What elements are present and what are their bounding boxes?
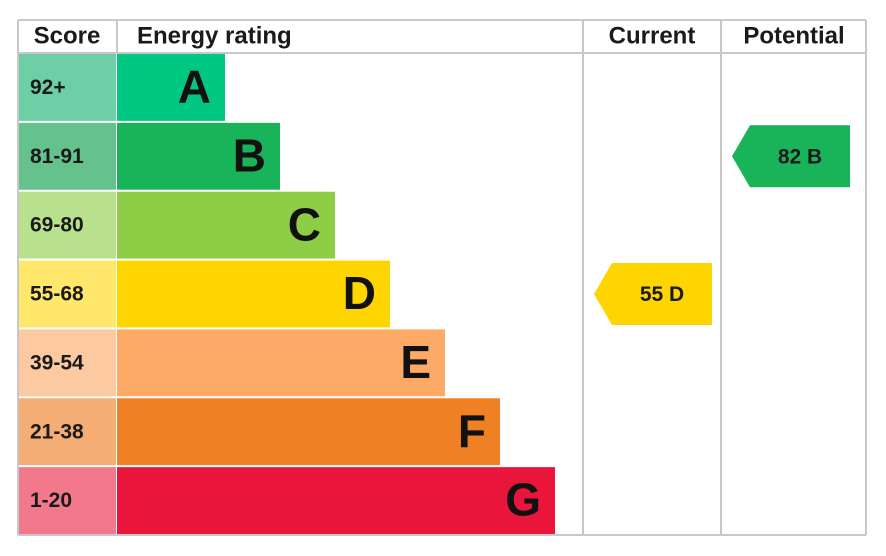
current-rating: D [669, 283, 684, 306]
rating-letter: F [458, 405, 486, 457]
potential-rating: B [807, 145, 822, 168]
score-range: 39-54 [30, 351, 84, 374]
rating-bar [117, 122, 280, 190]
current-arrow [594, 263, 712, 325]
rating-bar [117, 467, 555, 534]
current-score: 55 [640, 283, 664, 306]
score-range: 55-68 [30, 283, 84, 306]
rating-letter: B [233, 129, 266, 181]
rating-bar [117, 329, 445, 397]
potential-label: 82 B [778, 145, 822, 168]
header-potential: Potential [743, 22, 844, 49]
score-range: 92+ [30, 76, 66, 99]
header-current: Current [609, 22, 696, 49]
score-cell [18, 191, 116, 259]
score-cell [18, 122, 116, 190]
score-cell [18, 398, 116, 466]
rating-letter: D [343, 267, 376, 319]
score-cell [18, 329, 116, 397]
score-cell [18, 54, 116, 121]
rating-bar [117, 191, 335, 259]
header-energy-rating: Energy rating [137, 22, 292, 49]
score-range: 81-91 [30, 145, 84, 168]
potential-arrow [732, 125, 850, 188]
rating-letter: G [505, 474, 541, 526]
rating-letter: E [400, 336, 431, 388]
current-label: 55 D [640, 283, 684, 306]
rating-bar [117, 54, 225, 121]
score-range: 21-38 [30, 420, 84, 443]
rating-letter: A [178, 61, 211, 113]
potential-score: 82 [778, 145, 801, 168]
rating-bar [117, 260, 390, 328]
score-range: 69-80 [30, 214, 84, 237]
score-range: 1-20 [30, 489, 72, 512]
header-score: Score [34, 22, 101, 49]
score-cell [18, 467, 116, 534]
rating-letter: C [288, 198, 321, 250]
score-cell [18, 260, 116, 328]
rating-bar [117, 398, 500, 466]
